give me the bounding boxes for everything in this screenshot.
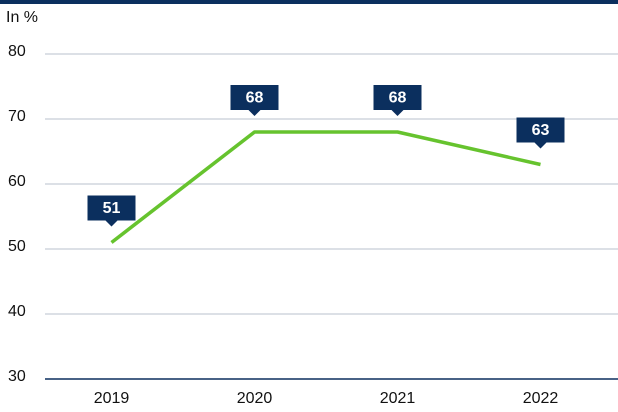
y-tick-label: 60: [8, 173, 26, 190]
data-label-box: [516, 117, 565, 149]
y-tick-label: 40: [8, 303, 26, 320]
x-tick-label: 2020: [237, 390, 273, 407]
data-label-box: [230, 85, 279, 116]
top-bar: [0, 0, 618, 4]
data-label: 51: [103, 200, 121, 217]
data-label: 68: [246, 90, 264, 107]
x-tick-label: 2022: [523, 390, 559, 407]
data-label: 68: [389, 90, 407, 107]
y-tick-label: 50: [8, 238, 26, 255]
data-label-box: [373, 85, 422, 116]
y-tick-label: 30: [8, 368, 26, 385]
x-tick-label: 2021: [380, 390, 416, 407]
data-label: 63: [532, 122, 550, 139]
data-label-box: [87, 195, 136, 227]
line: [110, 130, 541, 244]
x-tick-label: 2019: [94, 390, 130, 407]
y-tick-label: 80: [8, 43, 26, 60]
y-axis-label: In %: [6, 9, 38, 26]
y-tick-label: 70: [8, 108, 26, 125]
